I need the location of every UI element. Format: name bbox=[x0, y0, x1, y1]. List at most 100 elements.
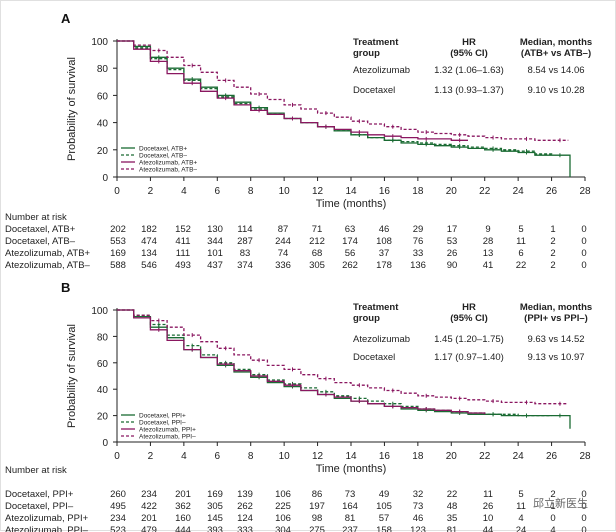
panel-a-risk-value: 111 bbox=[176, 248, 190, 259]
panel-b-risk-value: 57 bbox=[379, 513, 390, 524]
panel-b-y-tick-label: 20 bbox=[97, 412, 109, 423]
panel-a-y-tick-label: 100 bbox=[91, 37, 108, 48]
panel-a-risk-value: 108 bbox=[376, 236, 392, 247]
panel-a-risk-value: 63 bbox=[345, 224, 356, 235]
panel-b-x-tick-label: 14 bbox=[345, 451, 357, 462]
panel-a-y-tick-label: 60 bbox=[97, 91, 109, 102]
panel-b-hr-header: Treatment bbox=[353, 302, 399, 313]
panel-b-risk-value: 86 bbox=[312, 489, 323, 500]
panel-b-series-line-2 bbox=[117, 309, 486, 415]
panel-b-y-tick-label: 60 bbox=[97, 359, 109, 370]
panel-b-risk-value: 479 bbox=[141, 525, 157, 532]
panel-a-risk-value: 13 bbox=[483, 248, 494, 259]
panel-b-risk-value: 0 bbox=[581, 525, 586, 532]
panel-b-risk-value: 523 bbox=[110, 525, 126, 532]
panel-a-x-tick-label: 28 bbox=[579, 186, 591, 197]
panel-a-risk-row-label: Docetaxel, ATB+ bbox=[5, 224, 76, 235]
panel-a-legend-label: Atezolizumab, ATB– bbox=[139, 167, 197, 174]
panel-b-risk-value: 81 bbox=[345, 513, 356, 524]
panel-a-risk-row-label: Atezolizumab, ATB+ bbox=[5, 248, 91, 259]
panel-a-risk-value: 83 bbox=[240, 248, 251, 259]
panel-a-risk-value: 305 bbox=[309, 260, 325, 271]
panel-a-risk-value: 212 bbox=[309, 236, 325, 247]
panel-b-risk-row-label: Docetaxel, PPI– bbox=[5, 501, 74, 512]
panel-a-risk-value: 437 bbox=[207, 260, 223, 271]
panel-a-x-tick-label: 24 bbox=[513, 186, 525, 197]
panel-a-risk-value: 169 bbox=[110, 248, 126, 259]
panel-b-risk-value: 201 bbox=[141, 513, 157, 524]
panel-b-risk-value: 197 bbox=[309, 501, 325, 512]
panel-b-risk-title: Number at risk bbox=[5, 465, 67, 476]
panel-a-hr-header: HR bbox=[462, 37, 476, 48]
panel-a-risk-value: 6 bbox=[518, 248, 523, 259]
panel-b-risk-value: 495 bbox=[110, 501, 126, 512]
panel-a-risk-value: 262 bbox=[342, 260, 358, 271]
panel-b-hr-cell: 9.63 vs 14.52 bbox=[527, 334, 584, 345]
panel-a-risk-value: 5 bbox=[518, 224, 523, 235]
panel-a-x-tick-label: 10 bbox=[279, 186, 291, 197]
panel-a-hr-header: group bbox=[353, 48, 380, 59]
panel-b-hr-header: (PPI+ vs PPI–) bbox=[524, 313, 588, 324]
panel-b-hr-header: (95% CI) bbox=[450, 313, 487, 324]
panel-a-risk-value: 2 bbox=[550, 260, 555, 271]
panel-a-risk-value: 46 bbox=[379, 224, 390, 235]
panel-a-x-tick-label: 8 bbox=[248, 186, 254, 197]
panel-a-risk-value: 411 bbox=[175, 236, 190, 247]
panel-a-risk-value: 0 bbox=[581, 224, 586, 235]
panel-b-risk-value: 5 bbox=[518, 489, 523, 500]
panel-a-series-line-1 bbox=[117, 40, 553, 156]
panel-a-risk-value: 17 bbox=[447, 224, 458, 235]
panel-b-risk-value: 422 bbox=[141, 501, 157, 512]
panel-b-x-tick-label: 2 bbox=[148, 451, 154, 462]
panel-b-risk-value: 164 bbox=[342, 501, 358, 512]
panel-a-x-tick-label: 20 bbox=[446, 186, 458, 197]
panel-a-risk-title: Number at risk bbox=[5, 212, 67, 223]
panel-a-risk-value: 130 bbox=[207, 224, 223, 235]
panel-b-risk-value: 48 bbox=[447, 501, 458, 512]
panel-b-risk-value: 46 bbox=[413, 513, 424, 524]
panel-b-legend-label: Atezolizumab, PPI+ bbox=[139, 427, 196, 434]
panel-a-x-tick-label: 16 bbox=[379, 186, 391, 197]
panel-b-risk-value: 1 bbox=[550, 501, 555, 512]
panel-a-risk-value: 2 bbox=[550, 248, 555, 259]
panel-b-risk-value: 11 bbox=[516, 501, 526, 512]
panel-a-risk-value: 2 bbox=[550, 236, 555, 247]
panel-a-y-tick-label: 20 bbox=[97, 146, 109, 157]
panel-a-y-axis-title: Probability of survival bbox=[66, 57, 78, 161]
panel-a-risk-value: 56 bbox=[345, 248, 356, 259]
panel-a-x-tick-label: 2 bbox=[148, 186, 154, 197]
panel-a-y-tick-label: 0 bbox=[102, 173, 108, 184]
panel-b-y-tick-label: 40 bbox=[97, 385, 109, 396]
panel-b-risk-value: 158 bbox=[376, 525, 392, 532]
panel-a-risk-value: 287 bbox=[237, 236, 253, 247]
panel-a-risk-value: 0 bbox=[581, 248, 586, 259]
panel-a-risk-value: 553 bbox=[110, 236, 126, 247]
panel-b-risk-value: 98 bbox=[312, 513, 323, 524]
panel-b-x-tick-label: 4 bbox=[181, 451, 187, 462]
panel-b-risk-value: 35 bbox=[447, 513, 458, 524]
panel-a-risk-value: 174 bbox=[342, 236, 358, 247]
panel-b-y-tick-label: 0 bbox=[102, 438, 108, 449]
panel-b-risk-value: 444 bbox=[175, 525, 191, 532]
panel-b-risk-value: 44 bbox=[483, 525, 494, 532]
panel-b-risk-value: 0 bbox=[581, 489, 586, 500]
panel-b-hr-header: Median, months bbox=[520, 302, 592, 313]
panel-a-risk-value: 474 bbox=[141, 236, 157, 247]
panel-b-risk-value: 0 bbox=[581, 513, 586, 524]
panel-a-risk-value: 71 bbox=[312, 224, 323, 235]
panel-b-risk-value: 105 bbox=[376, 501, 392, 512]
panel-b-risk-value: 139 bbox=[237, 489, 253, 500]
panel-b-risk-value: 73 bbox=[345, 489, 356, 500]
panel-b-risk-value: 4 bbox=[518, 513, 523, 524]
panel-b-risk-value: 124 bbox=[237, 513, 253, 524]
panel-b-risk-value: 234 bbox=[141, 489, 157, 500]
panel-a-risk-value: 29 bbox=[413, 224, 424, 235]
panel-b-legend-label: Docetaxel, PPI+ bbox=[139, 413, 186, 420]
panel-a-x-tick-label: 18 bbox=[412, 186, 424, 197]
panel-a-risk-value: 114 bbox=[237, 224, 252, 235]
panel-b-hr-cell: Atezolizumab bbox=[353, 334, 410, 345]
panel-b-risk-value: 262 bbox=[237, 501, 253, 512]
panel-b-risk-value: 106 bbox=[275, 513, 291, 524]
panel-b-x-tick-label: 8 bbox=[248, 451, 254, 462]
